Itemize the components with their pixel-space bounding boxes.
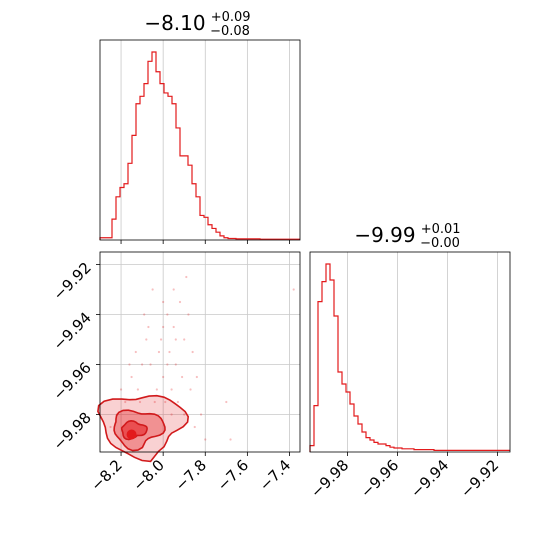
axes-frame <box>99 251 301 453</box>
scatter-point <box>136 388 139 391</box>
scatter-point <box>193 425 196 429</box>
scatter-point <box>162 300 165 304</box>
scatter-point <box>185 275 188 279</box>
title-param2-upper: +0.01 <box>421 222 461 237</box>
scatter-point <box>134 350 137 354</box>
joint-density-panel: −8.2 −8.0 −7.8 −7.6 −7.4 −9.92 −9.94 −9.96 −9.9… <box>50 251 301 495</box>
scatter-point <box>145 338 148 341</box>
scatter-point <box>176 400 179 404</box>
scatter-point <box>292 288 295 291</box>
scatter-point <box>143 313 146 316</box>
scatter-point <box>162 325 165 329</box>
scatter-point <box>128 363 131 366</box>
scatter-point <box>164 400 167 404</box>
x-tick-label: −8.2 <box>87 456 125 494</box>
x-tick-label: −9.92 <box>457 456 502 501</box>
title-param1-upper: +0.09 <box>211 10 251 25</box>
scatter-point <box>183 413 186 416</box>
scatter-point <box>170 413 173 416</box>
scatter-point <box>174 338 177 341</box>
scatter-point <box>172 288 175 291</box>
scatter-point <box>189 388 192 391</box>
scatter-point <box>183 338 186 341</box>
scatter-point <box>166 313 169 316</box>
y-tick-label: −9.94 <box>50 309 95 354</box>
scatter-point <box>178 300 182 304</box>
scatter-point <box>109 425 112 429</box>
histogram-param2 <box>309 263 510 452</box>
scatter-point <box>162 375 165 379</box>
scatter-point <box>138 400 142 404</box>
scatter-point <box>147 325 150 329</box>
scatter-point <box>172 325 175 329</box>
y-tick-label: −9.92 <box>50 259 95 304</box>
axes-frame <box>99 39 301 241</box>
scatter-point <box>229 438 232 441</box>
density-peak-marker <box>126 429 137 440</box>
x-tick-label: −8.0 <box>129 456 167 494</box>
scatter-point <box>157 350 161 354</box>
y-tick-label: −9.98 <box>50 409 95 454</box>
y-tick-label: −9.96 <box>50 359 95 404</box>
scatter-point <box>149 363 152 366</box>
title-param1: −8.10 +0.09 −0.08 <box>144 6 255 39</box>
scatter-point <box>124 400 127 404</box>
scatter-point <box>204 438 207 441</box>
scatter-point <box>166 363 169 366</box>
scatter-point <box>191 350 194 354</box>
scatter-point <box>195 375 198 379</box>
x-tick-label: −7.8 <box>172 456 210 494</box>
scatter-point <box>187 313 190 316</box>
axes-frame <box>309 251 511 453</box>
marginal-histogram-param1: −8.10 +0.09 −0.08 <box>99 6 301 244</box>
x-tick-label: −7.4 <box>256 456 294 494</box>
scatter-point <box>155 388 158 391</box>
scatter-point <box>153 400 156 404</box>
x-tick-label: −9.96 <box>357 456 402 501</box>
x-tick-label: −9.94 <box>407 456 452 501</box>
scatter-point <box>168 350 171 354</box>
marginal-histogram-param2: −9.98 −9.96 −9.94 −9.92 −9.99 +0.01 −0.00 <box>307 218 511 501</box>
histogram-param1 <box>99 51 300 240</box>
title-param1-lower: −0.08 <box>210 24 250 39</box>
x-tick-label: −9.98 <box>307 456 352 501</box>
scatter-point <box>225 400 228 404</box>
title-param2-lower: −0.00 <box>420 236 460 251</box>
scatter-point <box>174 363 177 366</box>
scatter-point <box>170 388 173 391</box>
scatter-point <box>159 338 163 341</box>
title-param2: −9.99 +0.01 −0.00 <box>354 218 465 251</box>
title-param2-value: −9.99 <box>354 223 415 247</box>
scatter-point <box>119 388 123 391</box>
scatter-point <box>181 375 184 379</box>
title-param1-value: −8.10 <box>144 11 205 35</box>
scatter-point <box>130 375 133 379</box>
scatter-point <box>141 363 144 366</box>
x-tick-label: −7.6 <box>214 456 252 494</box>
scatter-point <box>151 288 154 291</box>
scatter-point <box>199 413 203 416</box>
